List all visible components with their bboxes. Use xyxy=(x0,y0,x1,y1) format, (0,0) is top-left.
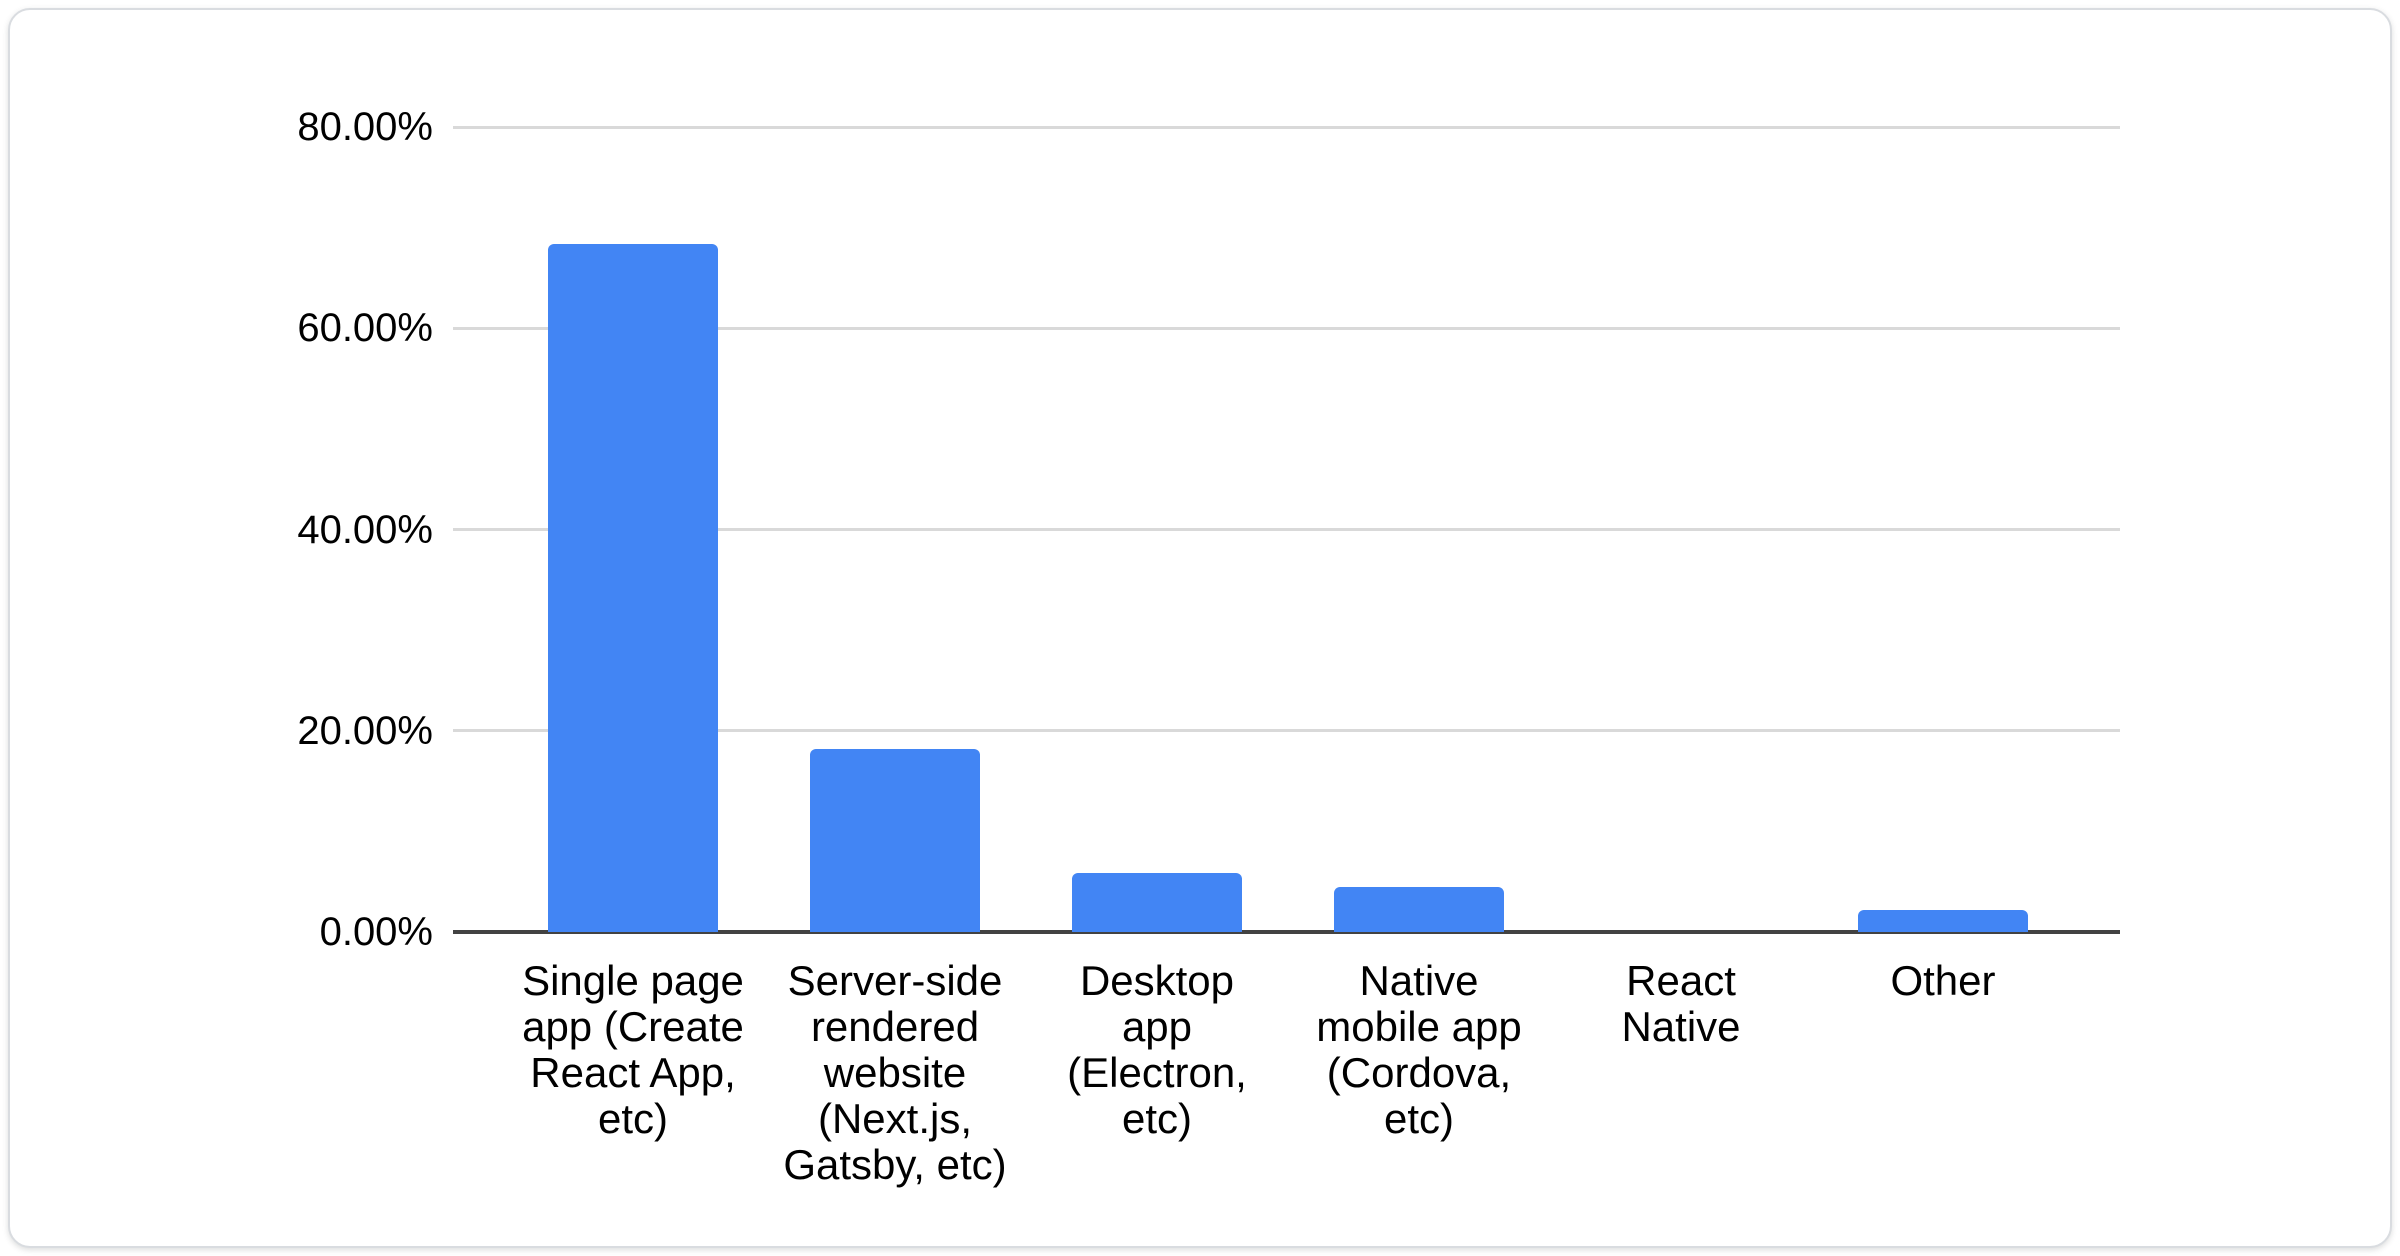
x-category-label: React Native xyxy=(1621,957,1741,1050)
x-category-label: Server-side rendered website (Next.js, G… xyxy=(783,957,1007,1188)
y-tick-label: 60.00% xyxy=(297,306,433,351)
bar xyxy=(810,749,980,932)
y-tick-label: 0.00% xyxy=(319,910,433,954)
y-tick-label: 40.00% xyxy=(297,507,433,552)
chart-card: 0.00% 20.00% 40.00% 60.00% 80.00% Single pag… xyxy=(8,8,2392,1248)
gridline xyxy=(453,729,2120,733)
y-tick-label: 20.00% xyxy=(297,708,433,753)
gridline xyxy=(453,326,2120,330)
x-category-label: Desktop app (Electron, etc) xyxy=(1067,957,1247,1142)
bar xyxy=(1858,910,2028,932)
gridline xyxy=(453,125,2120,129)
y-axis: 0.00% 20.00% 40.00% 60.00% 80.00% xyxy=(10,105,433,954)
x-category-label: Native mobile app (Cordova, etc) xyxy=(1316,957,1522,1142)
y-tick-label: 80.00% xyxy=(297,105,433,149)
plot-area xyxy=(453,125,2120,934)
x-category-label: Other xyxy=(1890,957,1996,1004)
bar xyxy=(1334,887,1504,932)
bar-chart: 0.00% 20.00% 40.00% 60.00% 80.00% Single pag… xyxy=(10,10,2400,1256)
bar xyxy=(548,244,718,932)
gridline xyxy=(453,528,2120,531)
x-axis-line xyxy=(453,930,2120,934)
x-category-label: Single page app (Create React App, etc) xyxy=(522,957,744,1142)
x-axis: Single page app (Create React App, etc) S… xyxy=(453,958,2120,1218)
bar xyxy=(1072,873,1242,932)
